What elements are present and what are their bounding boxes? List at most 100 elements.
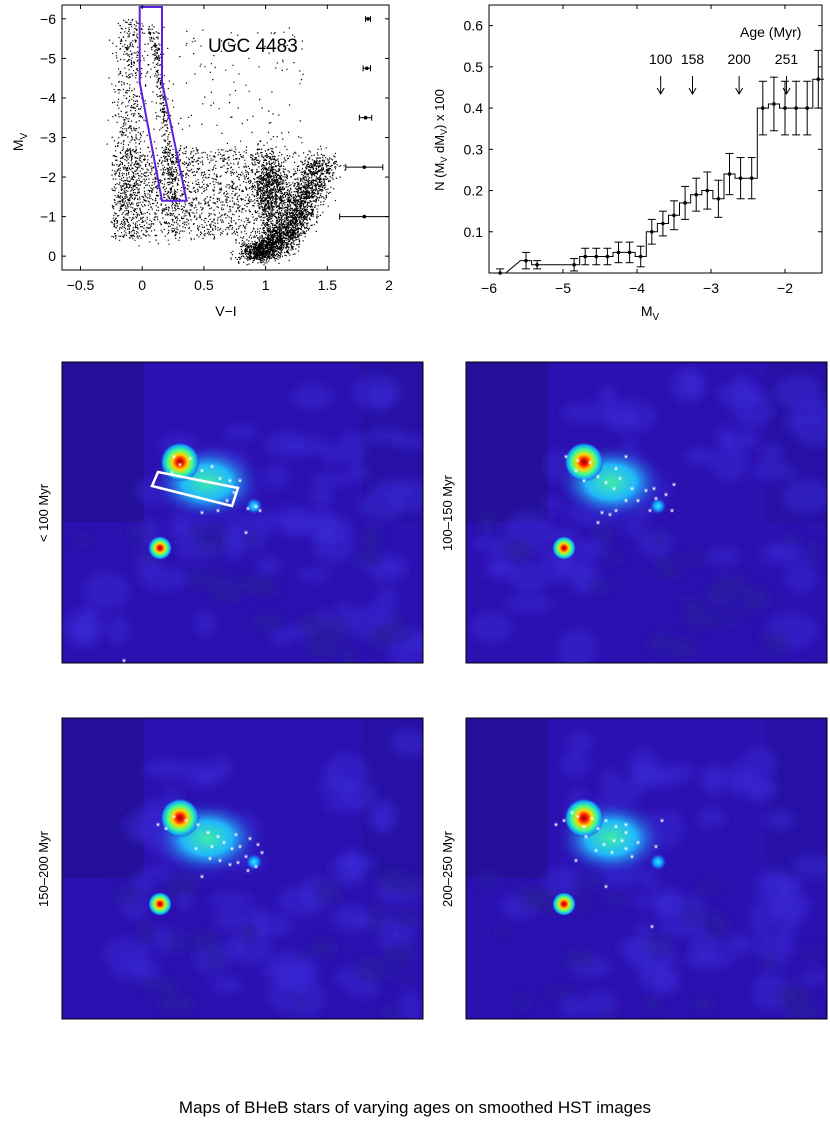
star-marker: *: [596, 473, 601, 485]
star-marker: *: [122, 657, 127, 669]
star-marker: *: [172, 453, 177, 465]
lf-y-tick-label: 0.5: [464, 59, 484, 75]
star-marker: *: [630, 853, 635, 865]
map-corner: [766, 718, 827, 878]
star-marker: *: [574, 467, 579, 479]
map-hotspot: [564, 798, 604, 838]
svg-text:N (MV dMV) x 100: N (MV dMV) x 100: [432, 89, 449, 191]
star-marker: *: [654, 495, 659, 507]
lf-age-arrowhead: [735, 87, 744, 95]
star-marker: *: [178, 461, 183, 473]
cmd-y-tick-label: −1: [40, 209, 56, 225]
star-marker: *: [228, 477, 233, 489]
map-image: *************************: [466, 362, 827, 663]
lf-data-point: [736, 157, 745, 200]
lf-x-tick-label: −5: [555, 280, 571, 296]
cmd-y-tick-label: −4: [40, 90, 56, 106]
star-marker: *: [590, 815, 595, 827]
star-marker: *: [244, 853, 249, 865]
cmd-x-tick-label: 2: [385, 277, 393, 293]
cmd-y-tick-label: −5: [40, 50, 56, 66]
cmd-y-axis-label: MV: [10, 133, 30, 152]
star-marker: *: [216, 833, 221, 845]
map-compact-source: [148, 536, 172, 560]
cmd-x-tick-label: −0.5: [67, 277, 95, 293]
figure-caption: Maps of BHeB stars of varying ages on sm…: [178, 1098, 652, 1117]
star-marker: *: [614, 507, 619, 519]
lf-data-point: [781, 80, 789, 136]
lf-data-point: [747, 157, 756, 200]
map-panel: * ** ***** * ***** * ********** 200–250 Myr: [440, 717, 828, 1020]
lf-data-point: [692, 177, 701, 212]
star-marker: *: [254, 863, 259, 875]
lf-data-point: [792, 80, 801, 136]
star-marker: *: [576, 457, 581, 469]
lf-x-axis-label-main: M: [641, 303, 653, 319]
lf-data-point: [758, 80, 767, 136]
star-marker: *: [260, 849, 265, 861]
cmd-x-tick-label: 0.5: [194, 277, 214, 293]
lf-x-tick-label: −6: [481, 280, 497, 296]
cmd-panel: UGC 4483 −0.5 0 0.5 1 1.5 2 −6 −5 −4 −3 −2 −1 0 V−I…: [10, 4, 393, 319]
cmd-y-axis-label-sub: V: [19, 133, 30, 140]
star-marker: *: [630, 485, 635, 497]
lf-panel: −6 −5 −4 −3 −2 0.10.20.30.40.50.6 Age (Myr) …: [432, 4, 824, 323]
lf-x-tick-label: −2: [777, 280, 793, 296]
cmd-x-tick-label: 1.5: [318, 277, 338, 293]
lf-x-tick-label: −3: [703, 280, 719, 296]
star-marker: *: [588, 459, 593, 471]
lf-data-point: [703, 171, 712, 210]
star-marker: *: [254, 503, 259, 515]
map-label: 200–250 Myr: [440, 830, 455, 907]
star-marker: *: [218, 475, 223, 487]
lf-age-marker: 200: [727, 51, 751, 95]
star-marker: *: [210, 463, 215, 475]
map-image: *************************: [466, 718, 827, 1019]
lf-y-tick-label: 0.3: [464, 141, 484, 157]
map-star-markers: * ** * ** ** * * **************: [156, 813, 265, 885]
star-marker: *: [554, 821, 559, 833]
lf-x-tick-label: −4: [629, 280, 645, 296]
lf-x-axis-label: MV: [641, 303, 660, 323]
star-marker: *: [172, 813, 177, 825]
star-marker: *: [624, 829, 629, 841]
map-frame: [61, 717, 424, 1020]
lf-data-point: [803, 80, 812, 136]
star-marker: *: [236, 859, 241, 871]
map-corner: [466, 362, 548, 522]
lf-y-axis-label: N (MV dMV) x 100: [432, 89, 449, 191]
cmd-y-tick-label: −3: [40, 130, 56, 146]
lf-data-point: [496, 268, 505, 275]
star-marker: *: [576, 813, 581, 825]
star-marker: *: [218, 857, 223, 869]
star-marker: *: [234, 831, 239, 843]
map-compact-source: [552, 892, 576, 916]
star-marker: *: [188, 455, 193, 467]
cmd-error-bar: [345, 164, 384, 171]
lf-age-markers: 100 158 200 251: [649, 51, 798, 95]
lf-data-point: [592, 247, 601, 266]
star-marker: *: [570, 809, 575, 821]
lf-x-axis-label-sub: V: [653, 312, 660, 323]
star-marker: *: [624, 497, 629, 509]
cmd-error-bar: [362, 65, 371, 72]
star-marker: *: [594, 847, 599, 859]
cmd-y-tick-label: −2: [40, 169, 56, 185]
lf-age-arrowhead: [782, 87, 791, 95]
star-marker: *: [228, 861, 233, 873]
star-marker: *: [604, 883, 609, 895]
lf-axes-frame: [488, 4, 823, 274]
star-marker: *: [636, 497, 641, 509]
lf-data-point: [581, 247, 590, 266]
lf-data-point: [714, 179, 723, 218]
cmd-error-bars: [339, 15, 390, 220]
cmd-x-ticks: −0.5 0 0.5 1 1.5 2: [67, 5, 393, 293]
cmd-x-tick-label: 1: [262, 277, 270, 293]
map-corner: [466, 718, 548, 878]
cmd-x-axis-label: V−I: [215, 303, 236, 319]
star-marker: *: [208, 855, 213, 867]
star-marker: *: [596, 825, 601, 837]
map-frame: [465, 717, 828, 1020]
map-compact-source: [148, 892, 172, 916]
